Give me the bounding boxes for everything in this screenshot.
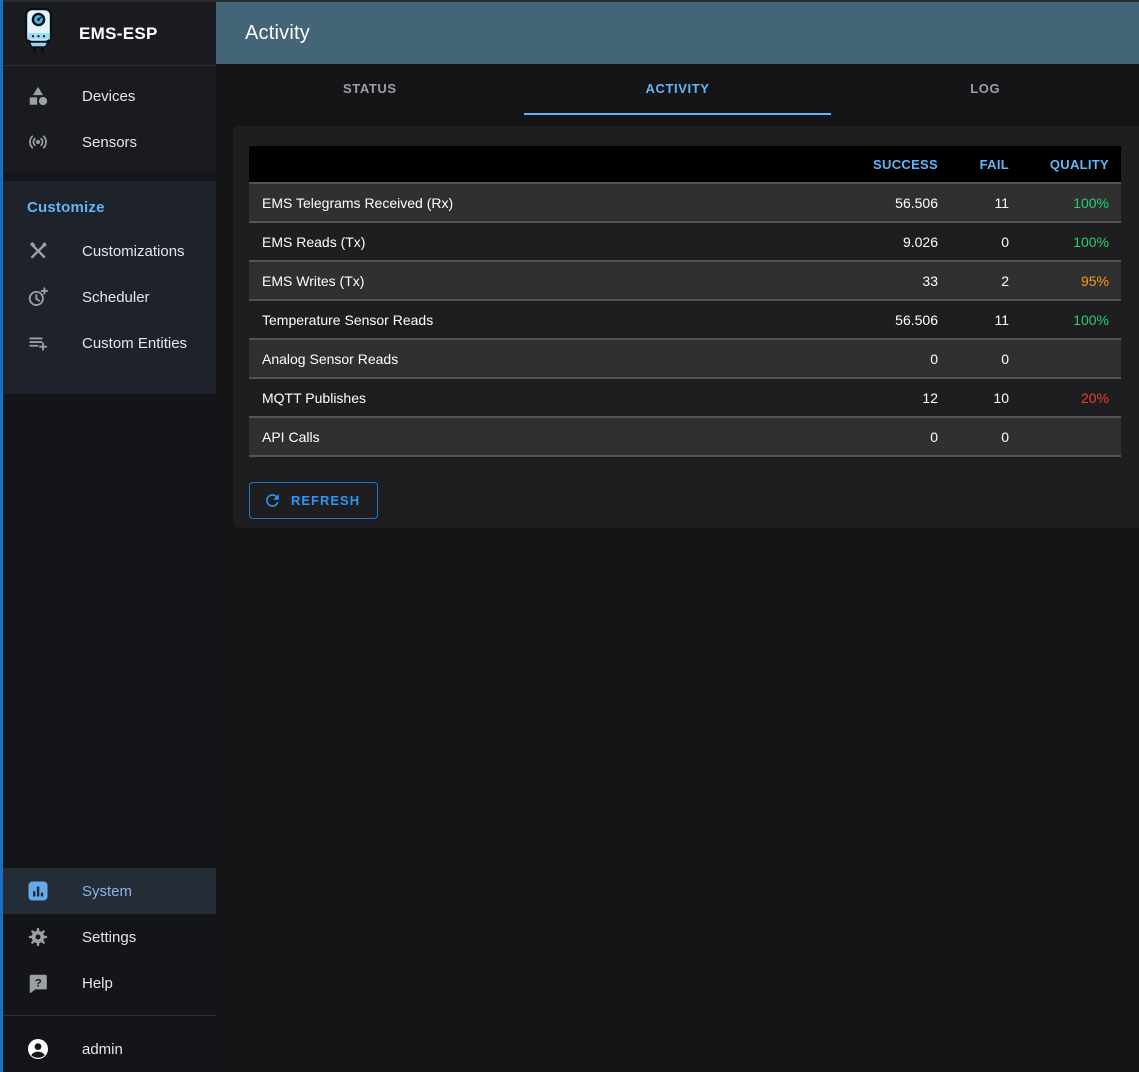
analytics-icon [26,879,50,903]
sidebar-item-label: Devices [82,87,136,105]
tab-status[interactable]: STATUS [216,64,524,115]
metric-quality: 95% [1080,272,1109,289]
metric-quality: 20% [1080,389,1109,406]
activity-card: SUCCESS FAIL QUALITY EMS Telegrams Recei… [233,126,1139,528]
sidebar-item-label: admin [82,1040,123,1058]
top-edge-strip [0,0,1139,2]
table-row: EMS Reads (Tx) 9.026 0 100% [249,221,1121,260]
sidebar-item-label: System [82,882,133,900]
more-time-icon [26,285,50,309]
sidebar-main-group: Devices Sensors [3,66,216,173]
category-icon [26,84,50,108]
ems-esp-logo-icon [19,7,59,60]
sidebar-item-label: Scheduler [82,288,150,306]
tab-activity[interactable]: ACTIVITY [523,64,832,115]
metric-success: 33 [922,272,938,289]
metric-success: 0 [930,428,938,445]
metric-fail: 11 [994,194,1009,211]
refresh-button-label: REFRESH [291,493,361,508]
sidebar-item-label: Help [82,974,113,992]
column-header-fail: FAIL [979,156,1009,172]
sidebar-item-label: Custom Entities [82,334,188,352]
playlist-add-icon [26,331,50,355]
table-row: MQTT Publishes 12 10 20% [249,377,1121,416]
sidebar-item-sensors[interactable]: Sensors [3,119,216,165]
sidebar-item-settings[interactable]: Settings [3,914,216,960]
tab-bar: STATUS ACTIVITY LOG [216,64,1139,115]
sidebar-item-label: Settings [82,928,137,946]
column-header-success: SUCCESS [873,156,938,172]
metric-success: 9.026 [902,233,938,250]
table-row: Temperature Sensor Reads 56.506 11 100% [249,299,1121,338]
metric-name: Analog Sensor Reads [262,350,399,367]
account-circle-icon [26,1037,50,1061]
metric-success: 12 [922,389,938,406]
sidebar-item-devices[interactable]: Devices [3,73,216,119]
page-title: Activity [245,21,310,44]
sidebar-item-customizations[interactable]: Customizations [3,228,216,274]
metric-name: API Calls [262,428,320,445]
table-header-row: SUCCESS FAIL QUALITY [249,146,1121,182]
construction-icon [26,239,50,263]
sidebar-customize-group: Customize Customizations Schedul [3,181,216,394]
metric-fail: 0 [1001,350,1009,367]
metric-quality: 100% [1073,311,1109,328]
table-row: API Calls 0 0 [249,416,1121,455]
sidebar-item-label: Customizations [82,242,185,260]
sidebar-item-admin[interactable]: admin [3,1026,216,1072]
sidebar-item-label: Sensors [82,133,138,151]
help-icon: ? [26,971,50,995]
sidebar-divider [3,1015,216,1016]
refresh-button[interactable]: REFRESH [249,482,379,519]
metric-fail: 0 [1001,428,1009,445]
metric-success: 56.506 [895,311,938,328]
sidebar-spacer [3,394,216,868]
metric-name: EMS Reads (Tx) [262,233,366,250]
metric-fail: 0 [1001,233,1009,250]
refresh-icon [263,491,282,510]
metric-success: 56.506 [895,194,938,211]
metric-name: MQTT Publishes [262,389,366,406]
metric-fail: 2 [1001,272,1009,289]
main-content: STATUS ACTIVITY LOG SUCCESS FAIL QUALITY… [216,64,1139,1072]
metric-name: EMS Writes (Tx) [262,272,365,289]
sensors-icon [26,130,50,154]
activity-table: SUCCESS FAIL QUALITY EMS Telegrams Recei… [249,146,1121,457]
app-title: EMS-ESP [79,23,158,43]
table-row: EMS Telegrams Received (Rx) 56.506 11 10… [249,182,1121,221]
sidebar-item-custom-entities[interactable]: Custom Entities [3,320,216,366]
customize-section-label: Customize [27,199,105,216]
metric-quality: 100% [1073,194,1109,211]
svg-text:?: ? [35,977,42,989]
metric-fail: 10 [993,389,1009,406]
gear-icon [26,925,50,949]
sidebar: EMS-ESP Devices Sensors Customize [3,2,216,1072]
metric-quality: 100% [1073,233,1109,250]
sidebar-bottom-group: System Settings [3,868,216,1072]
sidebar-item-scheduler[interactable]: Scheduler [3,274,216,320]
column-header-quality: QUALITY [1049,156,1109,172]
metric-success: 0 [930,350,938,367]
sidebar-item-system[interactable]: System [3,868,216,914]
metric-name: Temperature Sensor Reads [262,311,434,328]
sidebar-header: EMS-ESP [3,2,216,66]
table-row: Analog Sensor Reads 0 0 [249,338,1121,377]
tab-log[interactable]: LOG [831,64,1139,115]
metric-fail: 11 [994,311,1009,328]
sidebar-item-help[interactable]: ? Help [3,960,216,1006]
left-edge-accent [0,0,3,1072]
app-bar: Activity [216,2,1139,64]
table-row: EMS Writes (Tx) 33 2 95% [249,260,1121,299]
metric-name: EMS Telegrams Received (Rx) [262,194,454,211]
